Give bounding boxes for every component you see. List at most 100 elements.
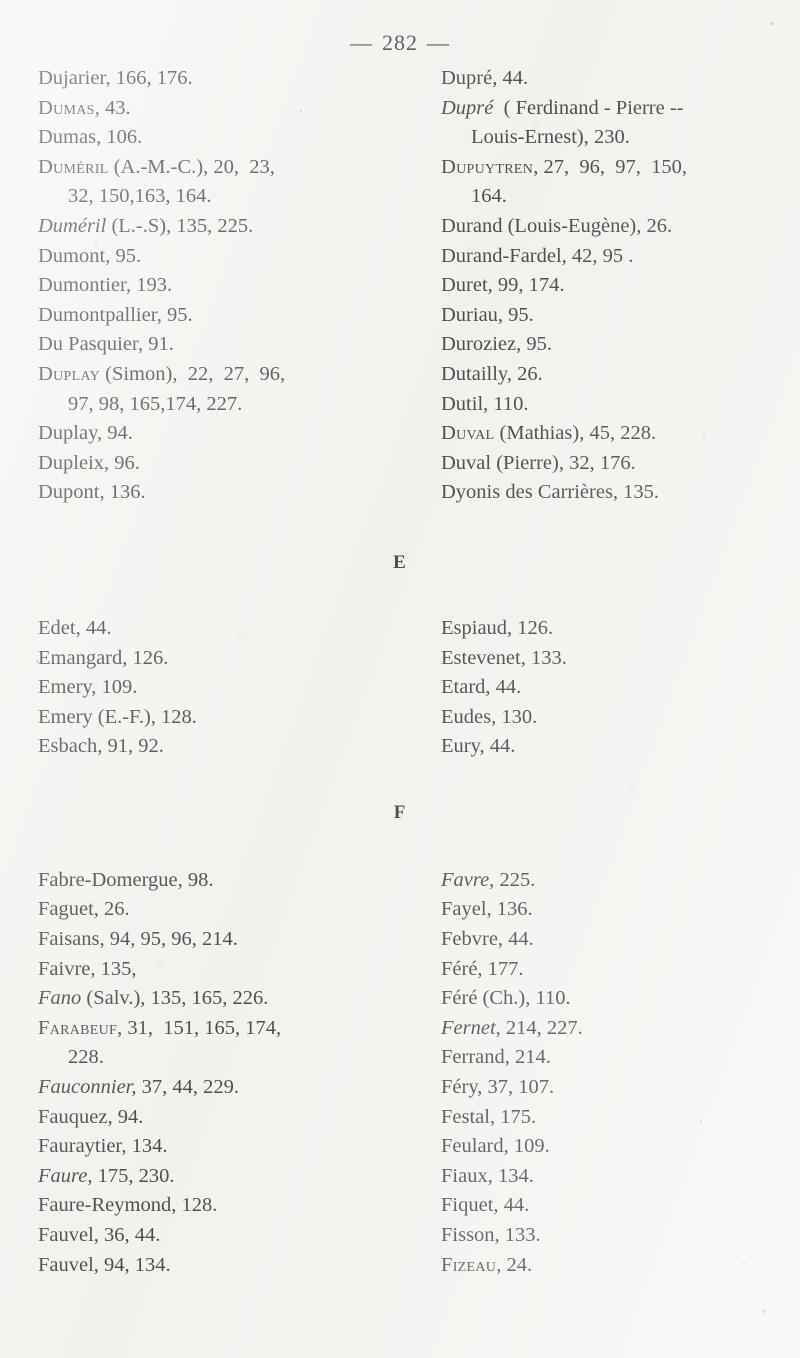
index-entry: Duval (Mathias), 45, 228. bbox=[441, 419, 772, 449]
index-entry: Faure-Reymond, 128. bbox=[38, 1191, 391, 1221]
index-entry-name: Duval bbox=[441, 422, 495, 445]
index-entry-line: Ferrand, 214. bbox=[441, 1046, 551, 1069]
index-entry-name: Dupré bbox=[441, 96, 494, 119]
index-entry: Fisson, 133. bbox=[441, 1221, 772, 1251]
index-entry: Faguet, 26. bbox=[38, 895, 391, 925]
index-entry-line: Farabeuf, 31, 151, 165, 174, bbox=[38, 1017, 281, 1039]
index-entry-line: Dumas, 43. bbox=[38, 97, 131, 119]
index-entry: Estevenet, 133. bbox=[441, 644, 772, 674]
index-entry-line: Febvre, 44. bbox=[441, 928, 534, 951]
index-entry-line: Favre, 225. bbox=[441, 869, 535, 891]
index-entry-refs: 225. bbox=[494, 868, 536, 891]
section-gap bbox=[0, 574, 800, 614]
index-entry-continuation: 164. bbox=[471, 185, 507, 208]
index-entry: Faisans, 94, 95, 96, 214. bbox=[38, 925, 391, 955]
index-entry-refs: (A.-M.-C.), 20, 23, bbox=[108, 155, 275, 178]
index-entry: Esbach, 91, 92. bbox=[38, 732, 391, 762]
index-entry: Duret, 99, 174. bbox=[441, 271, 772, 301]
letter-divider-f: F bbox=[393, 801, 407, 823]
index-entry: Dumas, 106. bbox=[38, 123, 391, 153]
index-entry-name: Favre, bbox=[441, 868, 495, 891]
index-entry: Féré, 177. bbox=[441, 955, 772, 985]
index-entry: Dupuytren, 27, 96, 97, 150, 164. bbox=[441, 153, 772, 212]
index-entry-line: Dutil, 110. bbox=[441, 392, 529, 415]
section-columns-e: Edet, 44. Emangard, 126. Emery, 109. Emery … bbox=[0, 614, 800, 762]
index-entry-line: Dupuytren, 27, 96, 97, 150, bbox=[441, 156, 687, 178]
index-entry-name: Duméril bbox=[38, 214, 107, 237]
index-entry-continuation: Louis-Ernest), 230. bbox=[471, 126, 630, 149]
index-entry: Favre, 225. bbox=[441, 866, 772, 896]
index-entry-line: Duplay (Simon), 22, 27, 96, bbox=[38, 363, 285, 385]
index-entry-refs: (Mathias), 45, 228. bbox=[494, 422, 657, 445]
index-entry-refs: (L.-.S), 135, 225. bbox=[106, 214, 254, 237]
index-entry-refs: , 43. bbox=[94, 96, 131, 119]
index-entry-name: Fernet bbox=[441, 1016, 496, 1039]
index-entry-name: Dupuytren bbox=[441, 155, 534, 178]
index-entry-line: Durand-Fardel, 42, 95 . bbox=[441, 244, 634, 267]
index-entry-line: Durand (Louis-Eugène), 26. bbox=[441, 214, 673, 237]
index-entry: Duméril (A.-M.-C.), 20, 23, 32, 150,163, … bbox=[38, 153, 391, 212]
index-entry-line: Estevenet, 133. bbox=[441, 646, 567, 669]
index-entry-line: Dutailly, 26. bbox=[441, 362, 543, 385]
index-entry-name: Duplay bbox=[38, 362, 100, 385]
index-entry: Durand-Fardel, 42, 95 . bbox=[441, 242, 772, 272]
index-entry-line: Dupré ( Ferdinand - Pierre -- bbox=[441, 97, 684, 119]
index-entry-line: Fauconnier, 37, 44, 229. bbox=[38, 1076, 239, 1098]
index-entry-line: Fayel, 136. bbox=[441, 898, 533, 921]
index-entry-line: Dupont, 136. bbox=[38, 481, 146, 504]
index-entry: Fano (Salv.), 135, 165, 226. bbox=[38, 984, 391, 1014]
index-entry-name: Duméril bbox=[38, 155, 109, 178]
index-entry-line: Fauvel, 94, 134. bbox=[38, 1253, 171, 1276]
index-entry-line: Dupleix, 96. bbox=[38, 451, 140, 474]
index-entry: Fauquez, 94. bbox=[38, 1103, 391, 1133]
index-entry-name: Fizeau bbox=[441, 1253, 497, 1276]
index-entry-line: Fiquet, 44. bbox=[441, 1194, 530, 1217]
index-entry: Duplay, 94. bbox=[38, 419, 391, 449]
folio-dash-right: — bbox=[427, 30, 450, 55]
index-entry-refs: , 31, 151, 165, 174, bbox=[117, 1016, 282, 1039]
index-entry: Emery, 109. bbox=[38, 673, 391, 703]
column-left: Dujarier, 166, 176. Dumas, 43. Dumas, 106.… bbox=[38, 64, 405, 508]
index-entry: Fabre-Domergue, 98. bbox=[38, 866, 391, 896]
folio-dash-left: — bbox=[350, 30, 373, 55]
index-entry: Emangard, 126. bbox=[38, 644, 391, 674]
index-entry-line: Dyonis des Carrières, 135. bbox=[441, 481, 660, 504]
index-entry-refs: ( Ferdinand - Pierre -- bbox=[493, 96, 684, 119]
index-entry-refs: , 175, 230. bbox=[87, 1164, 175, 1187]
index-entry-line: Fiaux, 134. bbox=[441, 1164, 534, 1187]
index-entry: Dumas, 43. bbox=[38, 94, 391, 124]
index-entry-line: Espiaud, 126. bbox=[441, 616, 554, 639]
index-entry-line: Faivre, 135, bbox=[38, 957, 137, 980]
index-entry-line: Duméril (L.-.S), 135, 225. bbox=[38, 215, 253, 237]
index-entry-refs: (Simon), 22, 27, 96, bbox=[100, 362, 286, 385]
index-entry-line: Festal, 175. bbox=[441, 1105, 537, 1128]
index-entry: Durand (Louis-Eugène), 26. bbox=[441, 212, 772, 242]
index-entry: Festal, 175. bbox=[441, 1103, 772, 1133]
index-entry: Fizeau, 24. bbox=[441, 1251, 772, 1281]
index-entry: Fiquet, 44. bbox=[441, 1191, 772, 1221]
section-gap bbox=[0, 824, 800, 866]
index-entry-refs: 37, 44, 229. bbox=[136, 1076, 239, 1099]
column-left: Edet, 44. Emangard, 126. Emery, 109. Emery … bbox=[38, 614, 405, 762]
index-entry-line: Fauraytier, 134. bbox=[38, 1135, 168, 1158]
index-entry: Etard, 44. bbox=[441, 673, 772, 703]
index-entry: Faivre, 135, bbox=[38, 955, 391, 985]
index-entry-line: Dumontpallier, 95. bbox=[38, 303, 193, 326]
index-entry-line: Faguet, 26. bbox=[38, 898, 130, 921]
index-entry-line: Duval (Mathias), 45, 228. bbox=[441, 422, 656, 444]
index-entry: Fauvel, 94, 134. bbox=[38, 1251, 391, 1281]
index-entry-line: Faure, 175, 230. bbox=[38, 1165, 174, 1187]
index-entry-line: Fauvel, 36, 44. bbox=[38, 1224, 161, 1246]
section-columns-d: Dujarier, 166, 176. Dumas, 43. Dumas, 106.… bbox=[0, 64, 800, 508]
index-entry-line: Emery, 109. bbox=[38, 676, 138, 699]
index-entry: Dupré, 44. bbox=[441, 64, 772, 94]
index-entry-line: Feulard, 109. bbox=[441, 1135, 550, 1158]
index-entry-line: Duriau, 95. bbox=[441, 303, 534, 326]
index-entry: Du Pasquier, 91. bbox=[38, 330, 391, 360]
index-entry: Eudes, 130. bbox=[441, 703, 772, 733]
page-folio: — 282 — bbox=[0, 0, 800, 64]
index-entry-line: Du Pasquier, 91. bbox=[38, 333, 174, 356]
index-entry-name: Fauconnier, bbox=[38, 1076, 137, 1099]
index-entry-continuation: 97, 98, 165,174, 227. bbox=[68, 392, 243, 415]
